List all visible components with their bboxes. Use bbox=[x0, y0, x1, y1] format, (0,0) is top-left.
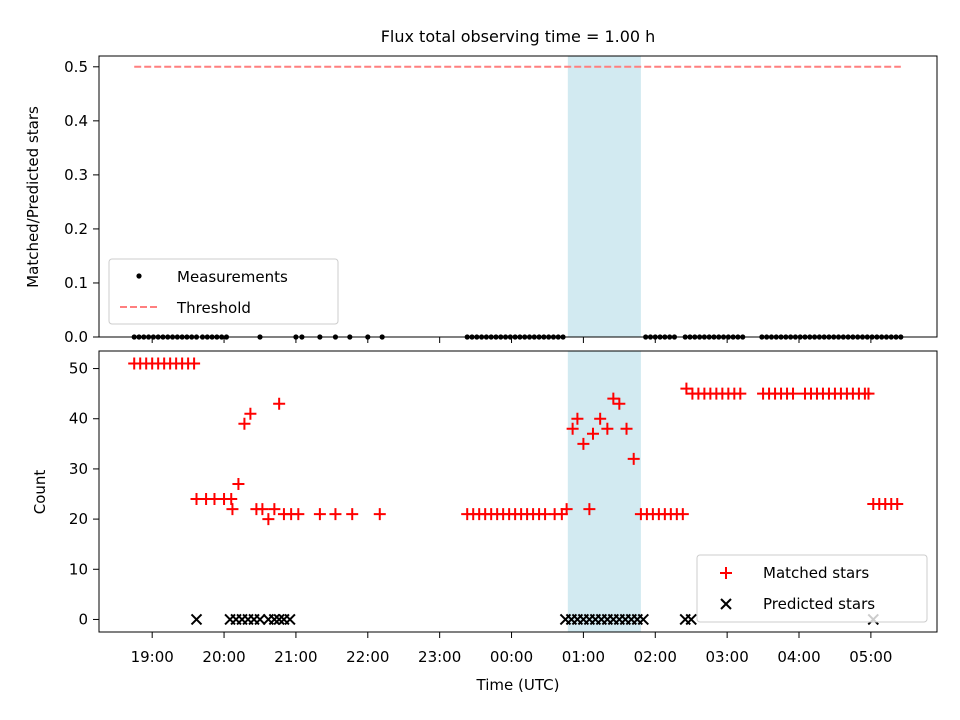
top-yticks: 0.0 0.1 0.2 0.3 0.4 0.5 bbox=[64, 58, 99, 346]
matched-star-point bbox=[244, 407, 257, 420]
legend-measurements-marker bbox=[136, 273, 142, 279]
x-tick-label: 21:00 bbox=[274, 648, 317, 666]
matched-star-point bbox=[225, 493, 238, 506]
top-panel: 0.0 0.1 0.2 0.3 0.4 0.5 Matched/Predicted sta… bbox=[24, 55, 938, 346]
matched-star-point bbox=[680, 382, 693, 395]
bottom-shaded-interval bbox=[567, 351, 641, 632]
matched-star-point bbox=[560, 503, 573, 516]
matched-star-point bbox=[787, 387, 800, 400]
x-tick-label: 19:00 bbox=[131, 648, 174, 666]
matched-star-point bbox=[891, 498, 904, 511]
matched-star-point bbox=[273, 397, 286, 410]
bottom-ylabel: Count bbox=[31, 470, 49, 515]
x-tick-label: 03:00 bbox=[706, 648, 749, 666]
bottom-ytick-label: 20 bbox=[69, 510, 88, 528]
matched-star-point bbox=[607, 392, 620, 405]
top-marks bbox=[131, 65, 904, 340]
bottom-axes-frame bbox=[98, 350, 938, 633]
x-tick-label: 04:00 bbox=[777, 648, 820, 666]
predicted-star-point bbox=[284, 613, 296, 626]
bottom-ytick-label: 40 bbox=[69, 410, 88, 428]
top-legend: Measurements Threshold bbox=[108, 258, 339, 325]
top-shaded-interval bbox=[567, 56, 641, 337]
matched-star-point bbox=[256, 503, 269, 516]
matched-star-point bbox=[676, 508, 689, 521]
legend-matched-label: Matched stars bbox=[763, 564, 869, 582]
x-tick-label: 22:00 bbox=[346, 648, 389, 666]
chart-title: Flux total observing time = 1.00 h bbox=[381, 27, 656, 46]
matched-star-point bbox=[292, 508, 305, 521]
predicted-star-point bbox=[268, 613, 281, 626]
matched-star-point bbox=[329, 508, 342, 521]
matched-star-point bbox=[862, 387, 875, 400]
bottom-legend: Matched stars Predicted stars bbox=[696, 554, 928, 623]
bottom-ytick-label: 30 bbox=[69, 460, 88, 478]
matched-star-point bbox=[734, 387, 747, 400]
bottom-ytick-label: 0 bbox=[78, 610, 88, 628]
bottom-legend-box bbox=[696, 554, 928, 623]
top-xticks bbox=[151, 337, 872, 343]
matched-star-point bbox=[620, 422, 633, 435]
x-axis-label: Time (UTC) bbox=[476, 676, 560, 694]
bottom-ytick-label: 10 bbox=[69, 560, 88, 578]
x-tick-label: 00:00 bbox=[490, 648, 533, 666]
legend-predicted-label: Predicted stars bbox=[763, 595, 875, 613]
bottom-yticks: 0 10 20 30 40 50 bbox=[69, 360, 99, 628]
matched-star-point bbox=[232, 477, 245, 490]
predicted-star-point bbox=[254, 613, 266, 626]
matched-star-point bbox=[313, 508, 326, 521]
top-ytick-label: 0.2 bbox=[64, 220, 88, 238]
matched-star-point bbox=[571, 412, 584, 425]
bottom-marks bbox=[128, 357, 904, 626]
predicted-star-point bbox=[685, 613, 697, 626]
matched-star-point bbox=[373, 508, 386, 521]
matched-star-point bbox=[583, 503, 596, 516]
x-tick-label: 02:00 bbox=[634, 648, 677, 666]
predicted-star-point bbox=[637, 613, 650, 626]
legend-measurements-label: Measurements bbox=[177, 268, 288, 286]
matched-star-point bbox=[627, 452, 640, 465]
matched-star-point bbox=[268, 503, 281, 516]
legend-threshold-label: Threshold bbox=[176, 299, 251, 317]
matched-star-point bbox=[577, 437, 590, 450]
x-tick-label: 20:00 bbox=[202, 648, 245, 666]
matched-star-point bbox=[594, 412, 607, 425]
legend-predicted-marker bbox=[720, 598, 732, 610]
matched-star-point bbox=[226, 503, 239, 516]
top-ytick-label: 0.3 bbox=[64, 166, 88, 184]
matched-star-point bbox=[188, 357, 201, 370]
x-tick-label: 23:00 bbox=[418, 648, 461, 666]
legend-matched-marker bbox=[720, 567, 732, 579]
predicted-star-point bbox=[190, 613, 203, 626]
x-tick-label: 05:00 bbox=[849, 648, 892, 666]
bottom-ytick-label: 50 bbox=[69, 360, 88, 378]
top-ylabel: Matched/Predicted stars bbox=[24, 106, 42, 288]
matched-star-point bbox=[601, 422, 614, 435]
bottom-xticks: 19:00 20:00 21:00 22:00 23:00 00:00 01:00 02:00… bbox=[131, 632, 892, 666]
matched-star-point bbox=[346, 508, 359, 521]
top-ytick-label: 0.0 bbox=[64, 328, 88, 346]
matched-star-point bbox=[262, 513, 275, 526]
top-legend-box bbox=[108, 258, 339, 325]
top-ytick-label: 0.5 bbox=[64, 58, 88, 76]
bottom-panel: 0 10 20 30 40 50 19:00 20:00 21:00 22:00 23:00 00:… bbox=[31, 350, 938, 694]
top-ytick-label: 0.1 bbox=[64, 274, 88, 292]
matched-star-point bbox=[586, 427, 599, 440]
matched-star-point bbox=[613, 397, 626, 410]
predicted-star-point bbox=[273, 613, 285, 626]
top-axes-frame bbox=[98, 55, 938, 338]
top-ytick-label: 0.4 bbox=[64, 112, 88, 130]
matched-star-point bbox=[238, 417, 251, 430]
matched-star-point bbox=[566, 422, 579, 435]
x-tick-label: 01:00 bbox=[562, 648, 605, 666]
